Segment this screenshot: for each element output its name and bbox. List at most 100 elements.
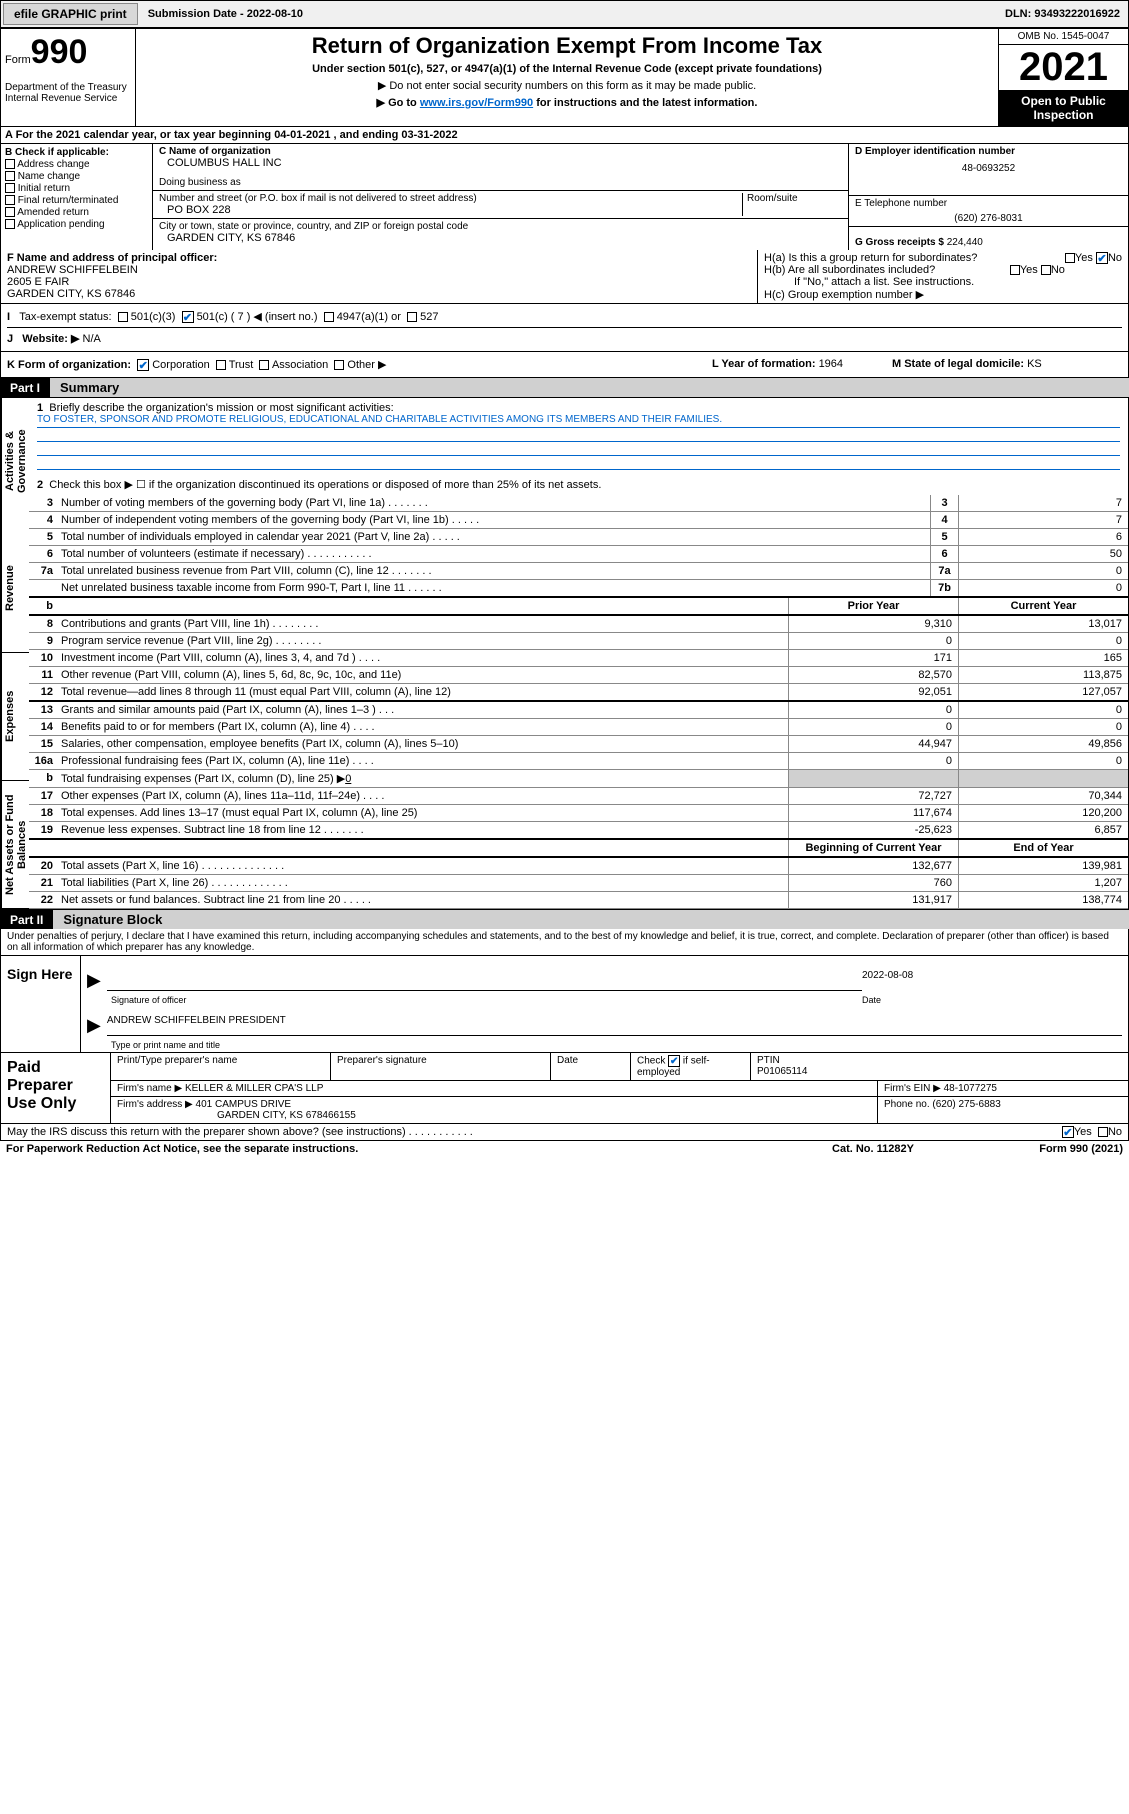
line-value: 50 <box>958 546 1128 562</box>
state-domicile: M State of legal domicile: KS <box>892 358 1122 371</box>
form-title: Return of Organization Exempt From Incom… <box>144 33 990 59</box>
501c3-check[interactable] <box>118 312 128 322</box>
ha-yes-check[interactable] <box>1065 253 1075 263</box>
submission-date-value: 2022-08-10 <box>247 8 303 20</box>
527-check[interactable] <box>407 312 417 322</box>
line-value: 7 <box>958 512 1128 528</box>
line-num <box>29 580 57 596</box>
line-desc: Total number of volunteers (estimate if … <box>57 546 930 562</box>
discuss-row: May the IRS discuss this return with the… <box>0 1124 1129 1141</box>
summary-line: 17 Other expenses (Part IX, column (A), … <box>29 788 1128 805</box>
ein-value: 48-0693252 <box>855 157 1122 174</box>
line-box: 6 <box>930 546 958 562</box>
other-check[interactable] <box>334 360 344 370</box>
line-num: 6 <box>29 546 57 562</box>
firm-addr2: GARDEN CITY, KS 678466155 <box>117 1110 356 1121</box>
hb-yes-check[interactable] <box>1010 265 1020 275</box>
line-num: 12 <box>29 684 57 700</box>
check-initial-return[interactable]: Initial return <box>5 183 148 194</box>
summary-line: 21 Total liabilities (Part X, line 26) .… <box>29 875 1128 892</box>
current-amount: 138,774 <box>958 892 1128 908</box>
signature-label: Signature of officer <box>111 995 862 1005</box>
mission-text: TO FOSTER, SPONSOR AND PROMOTE RELIGIOUS… <box>37 414 1120 428</box>
form-header: Form990 Department of the Treasury Inter… <box>0 28 1129 127</box>
line-desc: Other revenue (Part VIII, column (A), li… <box>57 667 788 683</box>
prep-sig-hdr: Preparer's signature <box>331 1053 551 1080</box>
officer-name: ANDREW SCHIFFELBEIN <box>7 264 751 276</box>
line-num: 7a <box>29 563 57 579</box>
hb-no-check[interactable] <box>1041 265 1051 275</box>
part-1-header: Part I Summary <box>0 378 1129 397</box>
line16b-value: 0 <box>345 773 351 785</box>
corp-check[interactable]: ✔ <box>137 359 149 371</box>
year-formation: L Year of formation: 1964 <box>712 358 892 371</box>
summary-line: 20 Total assets (Part X, line 16) . . . … <box>29 858 1128 875</box>
city-value: GARDEN CITY, KS 67846 <box>159 232 842 244</box>
page-footer: For Paperwork Reduction Act Notice, see … <box>0 1141 1129 1157</box>
group-return: H(a) Is this a group return for subordin… <box>758 250 1128 303</box>
summary-line: 10 Investment income (Part VIII, column … <box>29 650 1128 667</box>
line-num: 11 <box>29 667 57 683</box>
row-fh: F Name and address of principal officer:… <box>0 250 1129 304</box>
trust-label: Trust <box>229 359 254 371</box>
line-num: 5 <box>29 529 57 545</box>
summary-line: 13 Grants and similar amounts paid (Part… <box>29 702 1128 719</box>
org-name-label: C Name of organization <box>159 146 842 157</box>
hb-label: H(b) Are all subordinates included? <box>764 264 935 276</box>
efile-print-button[interactable]: efile GRAPHIC print <box>3 3 138 25</box>
check-name-change[interactable]: Name change <box>5 171 148 182</box>
trust-check[interactable] <box>216 360 226 370</box>
ha-no-check[interactable]: ✔ <box>1096 252 1108 264</box>
self-employed-cell: Check ✔ if self-employed <box>631 1053 751 1080</box>
dln-value: 93493222016922 <box>1034 8 1120 20</box>
check-label: Name change <box>18 171 80 182</box>
discuss-no-check[interactable] <box>1098 1127 1108 1137</box>
tel-value: (620) 276-8031 <box>855 209 1122 224</box>
city-label: City or town, state or province, country… <box>159 221 842 232</box>
line-box: 4 <box>930 512 958 528</box>
check-address-change[interactable]: Address change <box>5 159 148 170</box>
address-cell: Number and street (or P.O. box if mail i… <box>153 191 848 219</box>
shaded-cell <box>958 770 1128 787</box>
name-title-label: Type or print name and title <box>111 1040 220 1050</box>
firm-addr-row: Firm's address ▶ 401 CAMPUS DRIVEGARDEN … <box>111 1097 1128 1123</box>
check-final-return[interactable]: Final return/terminated <box>5 195 148 206</box>
prior-amount: 131,917 <box>788 892 958 908</box>
paid-preparer-block: Paid Preparer Use Only Print/Type prepar… <box>0 1053 1129 1124</box>
gross-cell: G Gross receipts $ 224,440 <box>849 227 1128 250</box>
paperwork-notice: For Paperwork Reduction Act Notice, see … <box>6 1143 773 1155</box>
mission-line <box>37 442 1120 456</box>
goto-prefix: ▶ Go to <box>377 97 420 109</box>
line-desc: Total revenue—add lines 8 through 11 (mu… <box>57 684 788 700</box>
no-label: No <box>1108 1126 1122 1138</box>
irs-link[interactable]: www.irs.gov/Form990 <box>420 97 533 109</box>
m-label: M State of legal domicile: <box>892 358 1027 370</box>
4947-check[interactable] <box>324 312 334 322</box>
summary-line: 6 Total number of volunteers (estimate i… <box>29 546 1128 563</box>
line-desc: Number of voting members of the governin… <box>57 495 930 511</box>
check-amended[interactable]: Amended return <box>5 207 148 218</box>
line-num: 19 <box>29 822 57 838</box>
summary-line: 9 Program service revenue (Part VIII, li… <box>29 633 1128 650</box>
line-desc: Net assets or fund balances. Subtract li… <box>57 892 788 908</box>
check-label: Application pending <box>17 219 104 230</box>
check-app-pending[interactable]: Application pending <box>5 219 148 230</box>
line-desc: Grants and similar amounts paid (Part IX… <box>57 702 788 718</box>
line-desc: Revenue less expenses. Subtract line 18 … <box>57 822 788 838</box>
self-employed-check[interactable]: ✔ <box>668 1055 680 1067</box>
line-box: 3 <box>930 495 958 511</box>
assoc-check[interactable] <box>259 360 269 370</box>
current-amount: 0 <box>958 702 1128 718</box>
discuss-yes-check[interactable]: ✔ <box>1062 1126 1074 1138</box>
current-amount: 120,200 <box>958 805 1128 821</box>
line-num: 16a <box>29 753 57 769</box>
tax-exempt-status: I Tax-exempt status: 501(c)(3) ✔ 501(c) … <box>1 304 1128 351</box>
501c-check[interactable]: ✔ <box>182 311 194 323</box>
officer-signature-field[interactable] <box>107 970 862 991</box>
hb-note: If "No," attach a list. See instructions… <box>764 276 1122 288</box>
form-subtitle-3: ▶ Go to www.irs.gov/Form990 for instruct… <box>144 96 990 109</box>
form-subtitle-1: Under section 501(c), 527, or 4947(a)(1)… <box>144 63 990 75</box>
phone-value: (620) 275-6883 <box>932 1099 1000 1110</box>
corp-label: Corporation <box>152 359 209 371</box>
no-label: No <box>1108 252 1122 264</box>
